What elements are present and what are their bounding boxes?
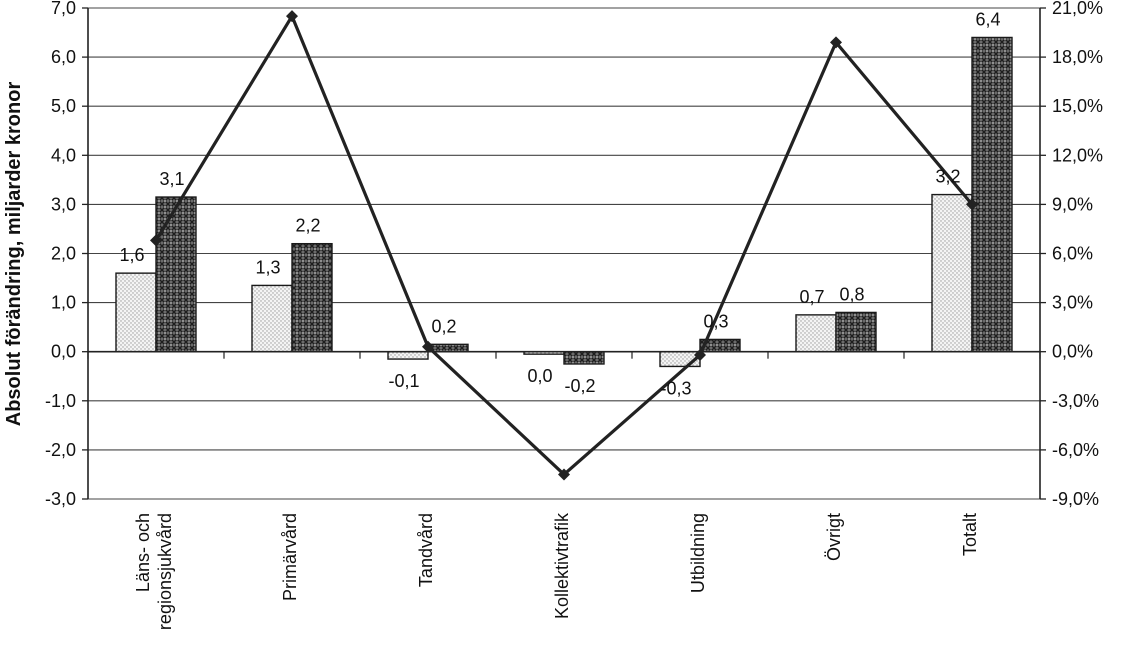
data-label: -0,2 bbox=[564, 376, 595, 396]
line-series bbox=[154, 12, 974, 477]
category-label-line: Kollektivtrafik bbox=[552, 512, 572, 619]
data-label: 0,0 bbox=[527, 366, 552, 386]
bar bbox=[155, 196, 197, 353]
bar bbox=[291, 242, 333, 353]
category-label-line: Primärvård bbox=[280, 513, 300, 601]
line-point bbox=[558, 468, 570, 481]
data-label: -0,3 bbox=[660, 378, 691, 398]
category-label: Totalt bbox=[960, 513, 980, 556]
y-tick-label: 6,0 bbox=[51, 47, 76, 67]
data-label: 1,3 bbox=[255, 257, 280, 277]
y-tick-label: 1,0 bbox=[51, 293, 76, 313]
y-tick-label: 3,0 bbox=[51, 194, 76, 214]
bar bbox=[563, 351, 605, 365]
category-label-line: Tandvård bbox=[416, 513, 436, 587]
data-label: 2,2 bbox=[295, 216, 320, 236]
y2-tick-label: 0,0% bbox=[1052, 342, 1093, 362]
data-label: 1,6 bbox=[119, 245, 144, 265]
category-label-text: Primärvård bbox=[280, 513, 300, 601]
y-axis-title: Absolut förändring, miljarder kronor bbox=[3, 82, 25, 427]
bar bbox=[795, 314, 837, 353]
y2-tick-label: 21,0% bbox=[1052, 0, 1103, 18]
y2-tick-label: -3,0% bbox=[1052, 391, 1099, 411]
category-label: Kollektivtrafik bbox=[552, 512, 572, 619]
data-label: 6,4 bbox=[975, 9, 1000, 29]
category-label: Övrigt bbox=[824, 513, 844, 561]
data-label: 0,3 bbox=[703, 311, 728, 331]
category-label-text: Utbildning bbox=[688, 513, 708, 593]
category-label-text: Övrigt bbox=[824, 513, 844, 561]
y-tick-label: 4,0 bbox=[51, 145, 76, 165]
line-point bbox=[286, 10, 298, 23]
data-label: 3,1 bbox=[159, 169, 184, 189]
data-label: -0,1 bbox=[388, 371, 419, 391]
bar bbox=[835, 311, 877, 353]
category-label: Primärvård bbox=[280, 513, 300, 601]
category-label-text: Kollektivtrafik bbox=[552, 512, 572, 619]
bar bbox=[115, 272, 157, 353]
data-label: 0,7 bbox=[799, 287, 824, 307]
bar bbox=[931, 193, 973, 353]
category-label: Utbildning bbox=[688, 513, 708, 593]
line-point bbox=[830, 36, 842, 49]
y2-tick-label: 12,0% bbox=[1052, 145, 1103, 165]
y-tick-label: 2,0 bbox=[51, 244, 76, 264]
line-point bbox=[966, 198, 978, 211]
bar bbox=[387, 351, 429, 360]
data-label: 0,8 bbox=[839, 284, 864, 304]
category-label-line: Totalt bbox=[960, 513, 980, 556]
category-label-text: Totalt bbox=[960, 513, 980, 556]
y2-tick-label: 3,0% bbox=[1052, 293, 1093, 313]
category-label-line: Läns- och bbox=[133, 513, 153, 592]
category-label-text: Läns- och regionsjukvård bbox=[133, 513, 175, 630]
category-label-line: Övrigt bbox=[824, 513, 844, 561]
y2-tick-label: 15,0% bbox=[1052, 96, 1103, 116]
line-point bbox=[422, 340, 434, 353]
y-tick-label: -3,0 bbox=[45, 489, 76, 509]
y2-tick-label: 6,0% bbox=[1052, 244, 1093, 264]
category-label-text: Tandvård bbox=[416, 513, 436, 587]
category-label-line: regionsjukvård bbox=[155, 513, 175, 630]
y-tick-label: -2,0 bbox=[45, 440, 76, 460]
y-tick-label: 0,0 bbox=[51, 342, 76, 362]
y-tick-label: -1,0 bbox=[45, 391, 76, 411]
category-label: Tandvård bbox=[416, 513, 436, 587]
y2-tick-label: -9,0% bbox=[1052, 489, 1099, 509]
bar bbox=[971, 36, 1013, 353]
bar bbox=[251, 284, 293, 353]
category-label: Läns- och regionsjukvård bbox=[133, 513, 175, 630]
data-label: 0,2 bbox=[431, 316, 456, 336]
data-label: 3,2 bbox=[935, 167, 960, 187]
y2-tick-label: 18,0% bbox=[1052, 47, 1103, 67]
y-tick-label: 5,0 bbox=[51, 96, 76, 116]
y-tick-label: 7,0 bbox=[51, 0, 76, 18]
y2-tick-label: 9,0% bbox=[1052, 194, 1093, 214]
y2-tick-label: -6,0% bbox=[1052, 440, 1099, 460]
category-label-line: Utbildning bbox=[688, 513, 708, 593]
line-point bbox=[150, 234, 162, 247]
